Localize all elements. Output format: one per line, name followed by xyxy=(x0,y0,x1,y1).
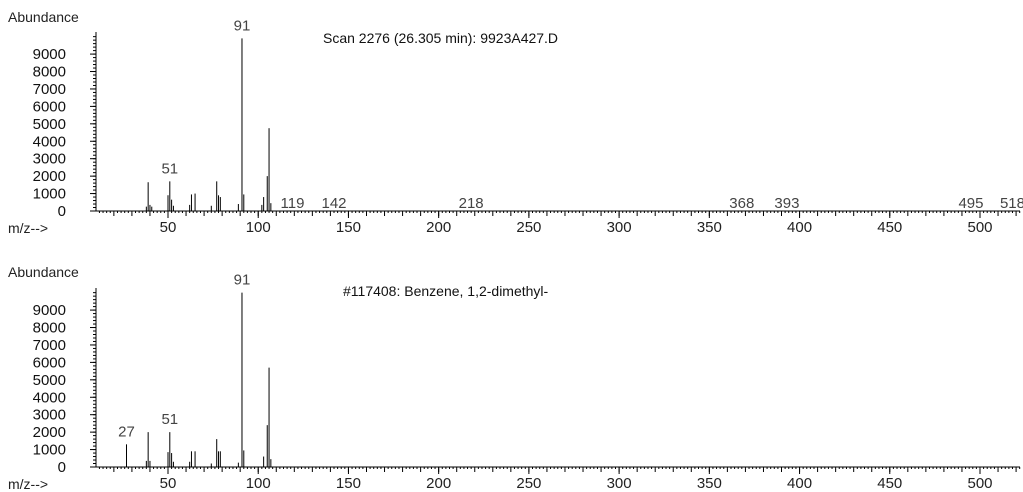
y-tick-label: 1000 xyxy=(33,186,66,203)
y-tick-label: 2000 xyxy=(33,168,66,185)
x-tick-label: 350 xyxy=(697,219,722,236)
x-axis-label: m/z--> xyxy=(8,220,48,236)
x-tick-label: 300 xyxy=(607,219,632,236)
y-tick-label: 5000 xyxy=(33,372,66,389)
y-tick-label: 0 xyxy=(58,459,66,476)
x-tick-label: 450 xyxy=(877,219,902,236)
x-tick-label: 50 xyxy=(160,475,177,492)
y-tick-label: 6000 xyxy=(33,354,66,371)
y-tick-label: 8000 xyxy=(33,320,66,337)
x-tick-label: 150 xyxy=(336,219,361,236)
spectrum-panel-library: Abundance #117408: Benzene, 1,2-dimethyl-… xyxy=(8,264,1021,492)
x-tick-label: 200 xyxy=(426,475,451,492)
y-axis-label: Abundance xyxy=(8,9,79,25)
x-tick-label: 150 xyxy=(336,475,361,492)
peak-label-368: 368 xyxy=(729,195,754,212)
y-tick-label: 3000 xyxy=(33,151,66,168)
x-tick-label: 400 xyxy=(787,219,812,236)
y-tick-label: 2000 xyxy=(33,424,66,441)
y-tick-label: 8000 xyxy=(33,64,66,81)
spectrum-title: Scan 2276 (26.305 min): 9923A427.D xyxy=(323,30,558,46)
x-tick-label: 250 xyxy=(516,219,541,236)
peak-label-51: 51 xyxy=(161,160,178,177)
peak-label-51: 51 xyxy=(161,411,178,428)
y-tick-label: 4000 xyxy=(33,133,66,150)
y-tick-label: 7000 xyxy=(33,337,66,354)
peak-label-91: 91 xyxy=(234,272,251,289)
x-tick-label: 50 xyxy=(160,219,177,236)
peak-label-495: 495 xyxy=(958,195,983,212)
y-tick-label: 1000 xyxy=(33,442,66,459)
spectrum-panel-scan: Abundance Scan 2276 (26.305 min): 9923A42… xyxy=(8,9,1023,236)
peak-label-393: 393 xyxy=(774,195,799,212)
x-tick-label: 300 xyxy=(607,475,632,492)
y-tick-label: 5000 xyxy=(33,116,66,133)
y-axis-label: Abundance xyxy=(8,264,79,280)
peak-label-518: 518 xyxy=(1000,195,1023,212)
peak-label-142: 142 xyxy=(321,195,346,212)
x-tick-label: 100 xyxy=(246,219,271,236)
x-tick-label: 450 xyxy=(877,475,902,492)
peak-label-119: 119 xyxy=(281,195,305,212)
peak-label-218: 218 xyxy=(459,195,484,212)
y-tick-label: 9000 xyxy=(33,302,66,319)
peak-label-91: 91 xyxy=(234,17,251,34)
peak-label-27: 27 xyxy=(118,423,135,440)
x-tick-label: 500 xyxy=(967,219,992,236)
x-tick-label: 200 xyxy=(426,219,451,236)
x-tick-label: 100 xyxy=(246,475,271,492)
x-tick-label: 500 xyxy=(967,475,992,492)
x-tick-label: 400 xyxy=(787,475,812,492)
y-tick-label: 6000 xyxy=(33,98,66,115)
y-tick-label: 7000 xyxy=(33,81,66,98)
spectrum-title: #117408: Benzene, 1,2-dimethyl- xyxy=(343,283,549,299)
y-tick-label: 9000 xyxy=(33,46,66,63)
y-tick-label: 4000 xyxy=(33,389,66,406)
x-tick-label: 250 xyxy=(516,475,541,492)
x-tick-label: 350 xyxy=(697,475,722,492)
y-tick-label: 0 xyxy=(58,203,66,220)
y-tick-label: 3000 xyxy=(33,407,66,424)
x-axis-label: m/z--> xyxy=(8,476,48,492)
